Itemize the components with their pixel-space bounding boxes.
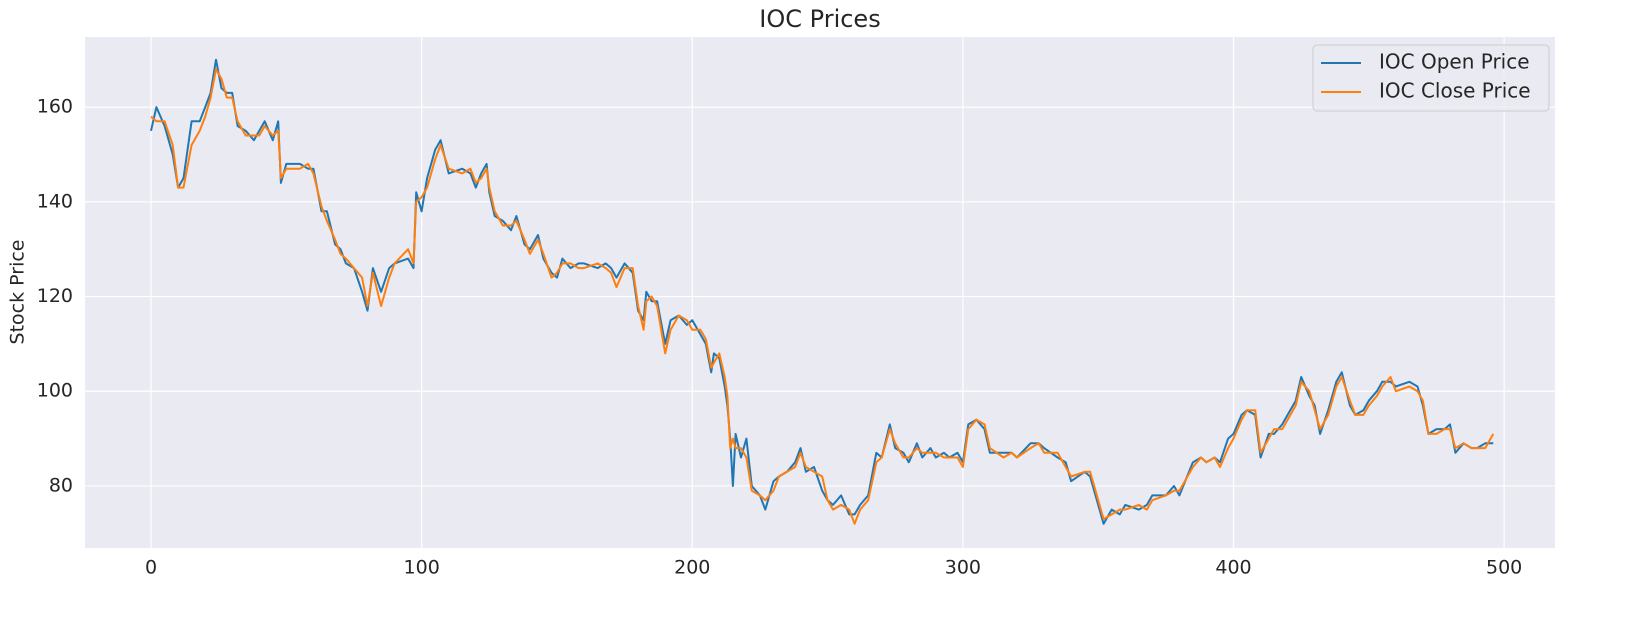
legend-label: IOC Close Price: [1379, 79, 1531, 103]
x-tick-label: 200: [674, 557, 710, 579]
y-tick-label: 80: [49, 474, 73, 496]
legend-box: [1312, 44, 1550, 112]
x-tick-label: 100: [404, 557, 440, 579]
x-tick-label: 500: [1486, 557, 1522, 579]
y-tick-label: 120: [37, 285, 73, 307]
y-tick-label: 100: [37, 380, 73, 402]
x-tick-label: 400: [1215, 557, 1251, 579]
line-series: [150, 68, 1495, 525]
y-tick-label: 140: [37, 190, 73, 212]
y-axis-label: Stock Price: [7, 240, 29, 345]
chart-title: IOC Prices: [759, 5, 880, 33]
legend-label: IOC Open Price: [1379, 50, 1530, 74]
y-tick-label: 160: [37, 96, 73, 118]
x-tick-label: 0: [145, 557, 157, 579]
plot-area: [85, 37, 1555, 548]
x-tick-label: 300: [945, 557, 981, 579]
